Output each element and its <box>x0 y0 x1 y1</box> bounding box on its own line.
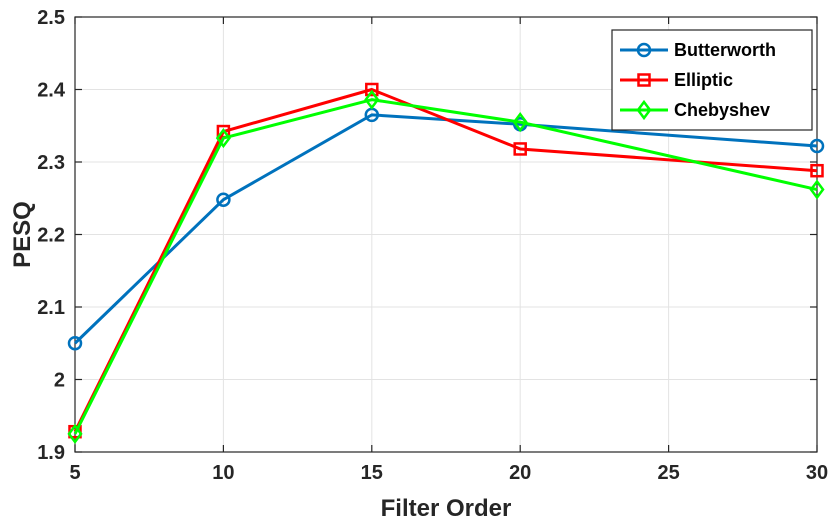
y-tick-label: 2 <box>54 370 65 392</box>
axis-ticks: 5 10 15 20 25 30 1.9 2 2.1 2.2 2.3 2.4 2.5 <box>37 7 828 484</box>
series-group <box>67 82 825 444</box>
data-point-elliptic <box>810 163 824 178</box>
x-tick-label: 30 <box>806 462 828 484</box>
x-tick-label: 10 <box>212 462 234 484</box>
legend-marker-chebyshev <box>636 99 652 121</box>
series-chebyshev <box>67 89 825 444</box>
data-point-chebyshev <box>364 89 380 110</box>
y-tick-label: 2.2 <box>37 225 65 247</box>
y-tick-label: 2.1 <box>37 297 65 319</box>
series-elliptic <box>68 82 824 439</box>
data-point-elliptic <box>513 142 527 156</box>
x-tick-label: 5 <box>69 462 80 484</box>
series-butterworth <box>67 107 825 351</box>
x-tick-label: 20 <box>509 462 531 484</box>
data-point-butterworth <box>67 336 83 351</box>
legend-label-chebyshev: Chebyshev <box>674 100 770 120</box>
data-point-chebyshev <box>215 127 231 149</box>
legend-label-butterworth: Butterworth <box>674 40 776 60</box>
y-tick-label: 2.3 <box>37 152 65 174</box>
series-line-chebyshev <box>73 98 818 435</box>
data-point-chebyshev <box>67 423 83 444</box>
legend-marker-butterworth <box>636 42 652 58</box>
legend: Butterworth Elliptic Chebyshev <box>611 29 813 131</box>
legend-marker-elliptic <box>637 73 651 87</box>
data-point-elliptic <box>365 82 379 97</box>
data-point-chebyshev <box>512 112 528 133</box>
y-axis-label: PESQ <box>9 201 36 268</box>
legend-label-elliptic: Elliptic <box>674 70 733 90</box>
data-point-butterworth <box>216 192 231 207</box>
data-point-chebyshev <box>809 179 825 200</box>
x-tick-label: 25 <box>657 462 679 484</box>
series-line-elliptic <box>73 88 818 433</box>
legend-box <box>611 29 813 131</box>
x-axis-label: Filter Order <box>381 495 512 522</box>
x-tick-label: 15 <box>361 462 383 484</box>
data-point-butterworth <box>809 138 825 154</box>
y-tick-label: 1.9 <box>37 442 65 464</box>
y-tick-label: 2.4 <box>37 80 66 102</box>
y-tick-label: 2.5 <box>37 7 65 29</box>
series-line-butterworth <box>73 113 818 345</box>
